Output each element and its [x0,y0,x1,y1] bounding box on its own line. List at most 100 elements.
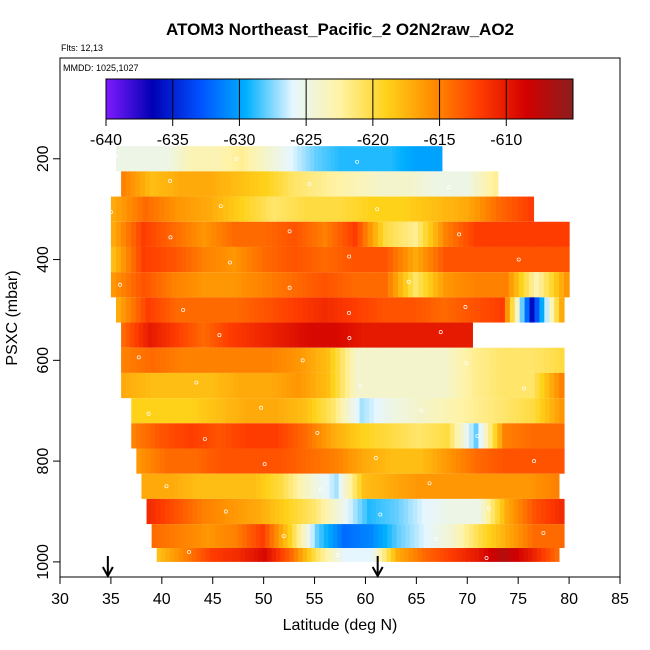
heatmap-cell [554,548,560,562]
heatmap-cell [431,297,437,323]
heatmap-cell [359,423,365,449]
heatmap-cell [414,524,420,549]
heatmap-cell [292,473,299,499]
heatmap-cell [236,221,243,247]
heatmap-cell [338,473,344,499]
sample-point [194,380,199,385]
heatmap-cell [559,221,565,247]
heatmap-cell [302,548,308,562]
colorbar-tick-label: -635 [157,132,189,149]
heatmap-cell [219,297,225,323]
heatmap-cell [485,297,491,323]
heatmap-cell [425,146,431,172]
heatmap-cell [263,322,269,348]
heatmap-cell [352,498,359,525]
heatmap-cell [407,171,413,197]
heatmap-cell [159,171,165,197]
heatmap-cell [303,297,309,323]
heatmap-cell [525,347,531,373]
heatmap-cell [301,372,307,399]
heatmap-cell [382,272,389,298]
heatmap-cell [159,398,166,424]
heatmap-cell [219,524,225,549]
heatmap-cell [350,398,356,424]
heatmap-cell [370,322,376,348]
heatmap-cell [201,196,208,222]
heatmap-cell [549,398,556,424]
heatmap-cell [553,246,560,273]
heatmap-cell [198,347,205,373]
heatmap-cell [322,272,329,298]
heatmap-cell [135,297,142,323]
heatmap-cell [447,372,453,399]
heatmap-cell [287,196,294,222]
heatmap-cell [476,473,482,499]
heatmap-cell [320,372,327,399]
heatmap-cell [278,297,284,323]
heatmap-cell [194,297,201,323]
heatmap-cell [110,272,117,298]
heatmap-cell [536,548,542,562]
heatmap-cell [398,347,404,373]
heatmap-cell [468,524,474,549]
heatmap-cell [226,171,232,197]
heatmap-cell [535,448,542,474]
heatmap-cell [444,498,450,525]
heatmap-cell [211,221,218,247]
heatmap-cell [518,246,525,273]
heatmap-cell [372,246,379,273]
heatmap-cell [448,221,454,247]
heatmap-cell [120,146,125,172]
heatmap-cell [307,498,313,525]
heatmap-cell [231,221,238,247]
heatmap-cell [412,146,418,172]
heatmap-cell [320,347,327,373]
heatmap-cell [150,347,156,373]
heatmap-cell [378,423,384,449]
dates-annotation: MMDD: 1025,1027 [63,63,139,73]
heatmap-cell [488,221,495,247]
heatmap-cell [455,524,461,549]
heatmap-cell [247,146,253,172]
heatmap-cell [315,473,321,499]
heatmap-cell [473,398,480,424]
heatmap-cell [354,423,361,449]
heatmap-cell [375,146,381,172]
heatmap-cell [403,347,409,373]
heatmap-cell [479,196,486,222]
heatmap-cell [208,372,215,399]
heatmap-cell [408,347,414,373]
heatmap-cell [212,196,219,222]
heatmap-cell [396,322,402,348]
heatmap-cell [126,196,133,222]
heatmap-cell [236,548,242,562]
heatmap-cell [505,372,512,399]
heatmap-cell [251,272,258,298]
heatmap-cell [397,221,404,247]
heatmap-cell [519,297,526,323]
heatmap-cell [540,398,546,424]
heatmap-cell [116,196,123,222]
heatmap-cell [253,548,259,562]
heatmap-cell [276,322,282,348]
heatmap-cell [369,372,375,399]
heatmap-cell [297,272,303,298]
heatmap-cell [187,498,194,525]
heatmap-cell [178,473,184,499]
heatmap-cell [340,423,346,449]
heatmap-cell [307,272,313,298]
sample-point [457,232,462,237]
heatmap-cell [402,246,409,273]
heatmap-cell [389,196,395,222]
heatmap-cell [267,372,273,399]
heatmap-cell [471,372,477,399]
heatmap-cell [383,171,389,197]
heatmap-cell [215,524,221,549]
heatmap-cell [297,423,304,449]
heatmap-cell [293,548,299,562]
heatmap-cell [136,246,142,273]
heatmap-cell [267,322,273,348]
heatmap-cell [246,473,253,499]
heatmap-cell [544,423,551,449]
heatmap-cell [191,221,198,247]
